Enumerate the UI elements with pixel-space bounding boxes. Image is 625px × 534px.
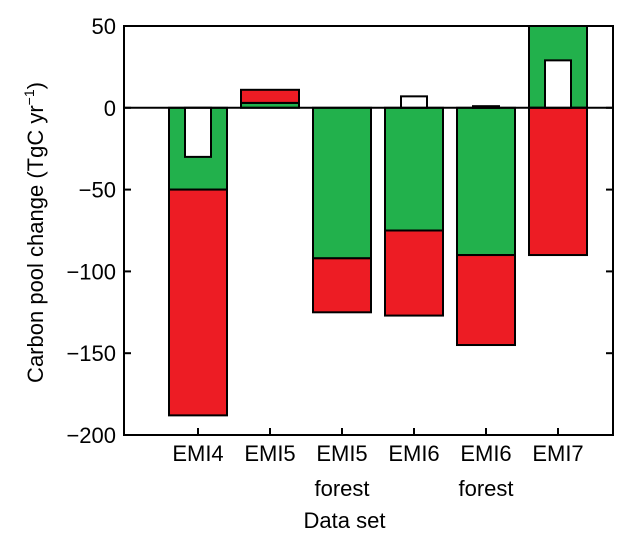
y-axis-label-main: Carbon pool change (TgC yr xyxy=(23,105,48,383)
x-tick-label: EMI7 xyxy=(532,441,583,466)
red-bar-segment-1 xyxy=(168,188,228,417)
y-tick-label: −200 xyxy=(66,423,116,448)
red-bar-segment-2 xyxy=(240,88,300,104)
red-bar-segment-3 xyxy=(312,257,372,314)
y-axis-label-close: ) xyxy=(23,82,48,89)
white-bar-segment-6 xyxy=(544,59,572,109)
plot-frame xyxy=(123,25,614,436)
x-tick-label: EMI6 xyxy=(388,441,439,466)
y-axis: 50 0 −50 −100 −150 −200 xyxy=(66,14,613,448)
x-tick-label-line2: forest xyxy=(458,476,513,501)
red-bar-segment-4 xyxy=(384,229,444,317)
x-axis: EMI4 EMI5 EMI5 forest EMI6 EMI6 forest EMI7 xyxy=(172,428,584,501)
green-bar-segment-4 xyxy=(384,106,444,232)
y-tick-label: −100 xyxy=(66,259,116,284)
x-axis-label: Data set xyxy=(304,508,386,533)
green-bar-segment-5 xyxy=(456,106,516,257)
x-tick-label-line2: forest xyxy=(314,476,369,501)
x-tick-label: EMI6 xyxy=(460,441,511,466)
white-bar-segment-1 xyxy=(184,106,212,158)
white-bar-segment-4 xyxy=(400,95,428,109)
y-tick-label: 50 xyxy=(92,14,116,39)
y-tick-label: −150 xyxy=(66,341,116,366)
y-tick-label: −50 xyxy=(79,178,116,203)
x-tick-label: EMI5 xyxy=(244,441,295,466)
x-tick-label: EMI4 xyxy=(172,441,223,466)
red-bar-segment-6 xyxy=(528,106,588,257)
green-bar-segment-3 xyxy=(312,106,372,260)
red-bar-segment-5 xyxy=(456,254,516,347)
y-axis-label: Carbon pool change (TgC yr−1) xyxy=(21,82,48,383)
y-tick-label: 0 xyxy=(104,96,116,121)
x-tick-label: EMI5 xyxy=(316,441,367,466)
bars-group xyxy=(168,25,588,417)
y-axis-label-superscript: −1 xyxy=(21,89,37,105)
